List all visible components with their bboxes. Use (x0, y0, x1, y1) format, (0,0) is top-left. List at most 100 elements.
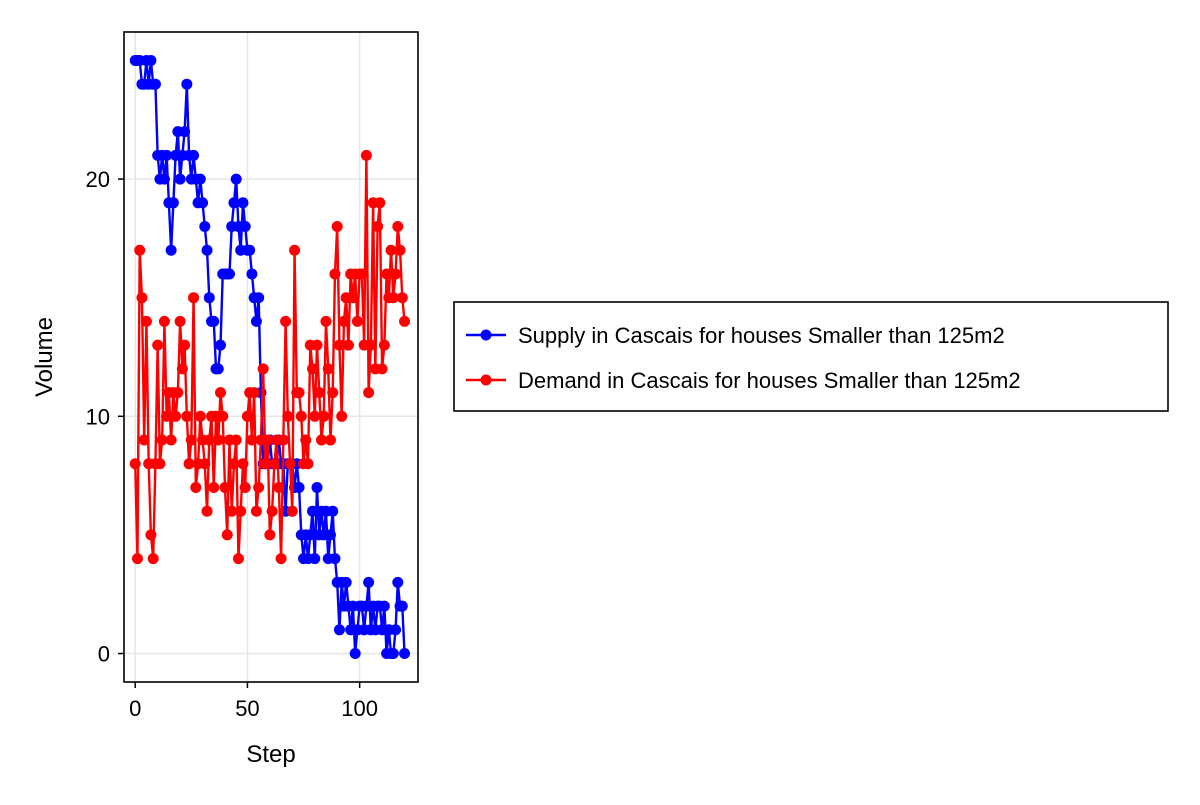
data-point (217, 410, 229, 422)
data-point (239, 221, 251, 233)
data-point (324, 529, 336, 541)
series-demand (129, 149, 411, 565)
data-point (183, 458, 195, 470)
axis-ticks: 0 50 100 0 10 20 (86, 167, 378, 721)
data-point (338, 315, 350, 327)
x-tick-label: 100 (341, 696, 378, 721)
data-point (239, 481, 251, 493)
legend-marker (480, 374, 492, 386)
data-point (277, 434, 289, 446)
data-point (134, 244, 146, 256)
data-point (253, 292, 265, 304)
data-point (264, 529, 276, 541)
data-point (286, 505, 298, 517)
data-point (149, 78, 161, 90)
data-point (324, 434, 336, 446)
data-point (170, 410, 182, 422)
data-point (140, 315, 152, 327)
data-point (342, 339, 354, 351)
data-point (282, 410, 294, 422)
data-point (223, 268, 235, 280)
data-point (340, 576, 352, 588)
data-point (307, 505, 319, 517)
data-point (181, 410, 193, 422)
data-point (381, 268, 393, 280)
data-point (174, 173, 186, 185)
data-point (165, 244, 177, 256)
data-point (147, 553, 159, 565)
data-point (246, 268, 258, 280)
legend: Supply in Cascais for houses Smaller tha… (453, 301, 1169, 412)
data-point (309, 410, 321, 422)
data-point (201, 505, 213, 517)
data-point (253, 481, 265, 493)
data-point (289, 244, 301, 256)
data-point (293, 481, 305, 493)
data-point (387, 648, 399, 660)
data-point (378, 600, 390, 612)
data-point (311, 481, 323, 493)
data-point (307, 363, 319, 375)
data-point (392, 576, 404, 588)
legend-label: Supply in Cascais for houses Smaller tha… (518, 323, 1005, 348)
data-point (203, 292, 215, 304)
data-point (322, 363, 334, 375)
data-point (399, 315, 411, 327)
legend-marker (480, 329, 492, 341)
data-point (188, 292, 200, 304)
data-point (215, 387, 227, 399)
data-point (315, 434, 327, 446)
data-point (390, 624, 402, 636)
data-point (174, 315, 186, 327)
data-point (396, 292, 408, 304)
data-point (376, 363, 388, 375)
data-point (329, 553, 341, 565)
data-point (394, 244, 406, 256)
data-point (392, 221, 404, 233)
data-point (372, 221, 384, 233)
data-point (311, 339, 323, 351)
data-point (374, 197, 386, 209)
data-point (237, 197, 249, 209)
series-layer (129, 54, 411, 660)
data-point (201, 244, 213, 256)
data-point (320, 315, 332, 327)
data-point (181, 78, 193, 90)
data-point (129, 458, 141, 470)
data-point (194, 410, 206, 422)
data-point (347, 292, 359, 304)
data-point (197, 197, 209, 209)
data-point (280, 315, 292, 327)
data-point (158, 173, 170, 185)
data-point (190, 481, 202, 493)
data-point (156, 434, 168, 446)
data-point (176, 363, 188, 375)
data-point (152, 339, 164, 351)
data-point (268, 458, 280, 470)
data-point (230, 173, 242, 185)
data-point (235, 505, 247, 517)
data-point (158, 315, 170, 327)
data-point (179, 126, 191, 138)
x-tick-label: 0 (129, 696, 141, 721)
series-line (135, 59, 406, 655)
data-point (327, 505, 339, 517)
data-point (304, 529, 316, 541)
data-point (318, 410, 330, 422)
data-point (161, 410, 173, 422)
data-point (356, 268, 368, 280)
data-point (259, 458, 271, 470)
data-point (232, 553, 244, 565)
data-point (313, 387, 325, 399)
data-point (246, 434, 258, 446)
data-point (333, 624, 345, 636)
data-point (154, 458, 166, 470)
legend-item: Supply in Cascais for houses Smaller tha… (466, 323, 1005, 348)
data-point (228, 458, 240, 470)
x-tick-label: 50 (235, 696, 259, 721)
data-point (399, 648, 411, 660)
data-point (244, 244, 256, 256)
data-point (237, 458, 249, 470)
